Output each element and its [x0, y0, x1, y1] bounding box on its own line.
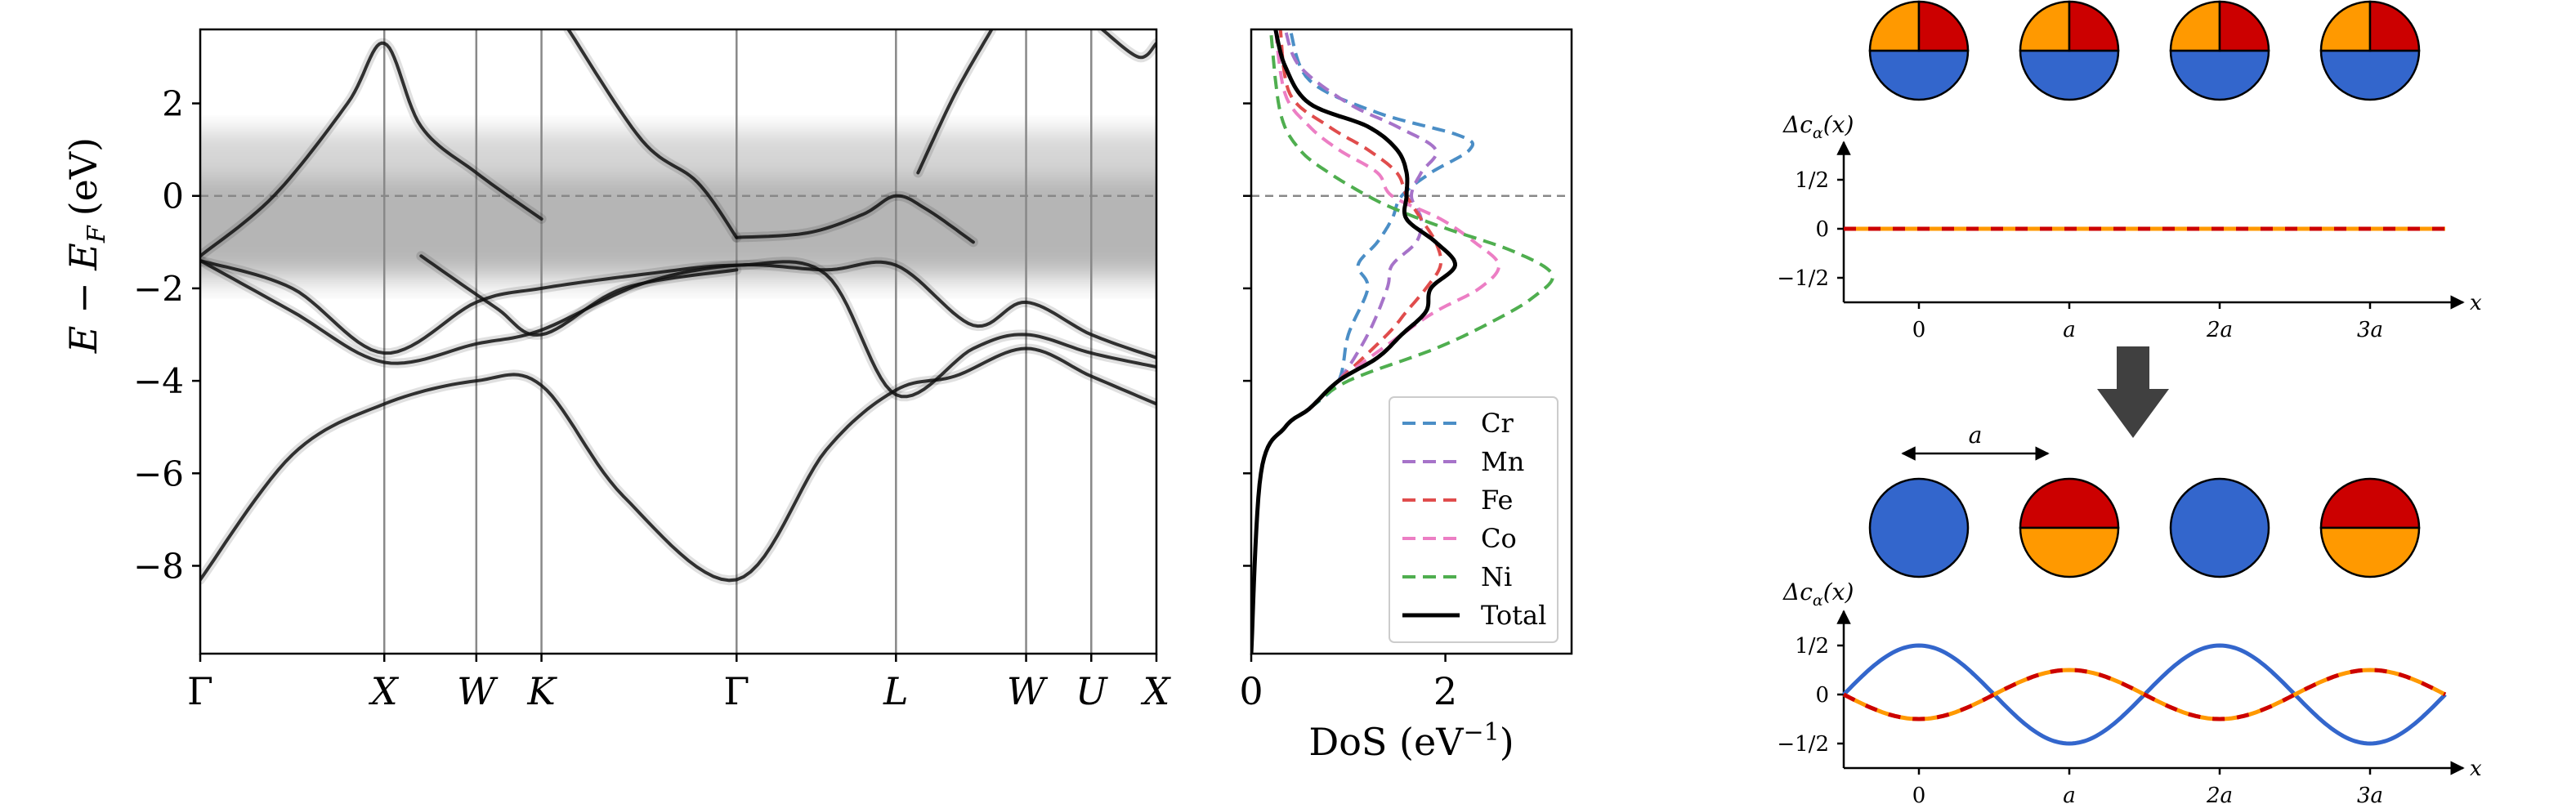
- x-tick-label: 0: [1912, 318, 1926, 342]
- legend-label-fe: Fe: [1481, 485, 1513, 516]
- band-haze: [200, 131, 1156, 284]
- band-4: [200, 41, 543, 258]
- legend-label-cr: Cr: [1481, 408, 1514, 439]
- atom-blue: [1868, 477, 1970, 578]
- band-symmetry-lines: [382, 29, 1093, 654]
- band-5: [735, 194, 975, 244]
- atom-blue: [2169, 477, 2270, 578]
- band-1-glow: [200, 343, 1156, 586]
- bottom-schematic: a x 1/2 0 −1/2 0 a 2a 3a Δcα(x): [1777, 422, 2482, 804]
- band-y-tick-label: 2: [162, 84, 184, 124]
- legend-label-mn: Mn: [1481, 446, 1524, 477]
- atom-slice-orange: [2169, 0, 2221, 52]
- atom-slice-orange: [2019, 0, 2071, 52]
- dos-x-tick-label: 0: [1239, 669, 1263, 713]
- band-x-tick-label: U: [1076, 669, 1109, 713]
- band-y-tick-label: −4: [133, 361, 184, 401]
- lattice-spacing-arrow: a: [1901, 422, 2050, 461]
- atom-slice-red: [2068, 0, 2120, 52]
- legend-label-co: Co: [1481, 523, 1517, 554]
- dos-x-tick-label: 2: [1433, 669, 1457, 713]
- band-x-tick-label: W: [1007, 669, 1049, 713]
- top-concentration-plot: x 1/2 0 −1/2 0 a 2a 3a: [1777, 141, 2482, 342]
- band-x-tick-label: W: [457, 669, 499, 713]
- band-3: [200, 259, 1156, 399]
- top-plot-title: Δcα(x): [1782, 111, 1854, 142]
- band-6: [566, 29, 739, 239]
- atom-slice-orange: [2319, 0, 2372, 52]
- x-tick-label: 2a: [2206, 784, 2233, 804]
- band-8: [1100, 29, 1156, 60]
- lattice-spacing-label: a: [1969, 422, 1983, 449]
- band-lines: [200, 29, 1156, 586]
- atom-slice-blue: [2169, 49, 2270, 101]
- dos-y-ticks: [1243, 102, 1251, 567]
- band-7: [916, 29, 994, 175]
- band-y-tick-label: −8: [133, 546, 184, 586]
- y-tick-label: 1/2: [1795, 634, 1829, 659]
- x-tick-label: a: [2063, 318, 2076, 342]
- x-tick-label: 3a: [2357, 784, 2383, 804]
- x-tick-label: a: [2063, 784, 2076, 804]
- y-tick-label: 0: [1815, 217, 1829, 242]
- bottom-concentration-plot: x 1/2 0 −1/2 0 a 2a 3a: [1777, 610, 2482, 804]
- band-1: [200, 346, 1156, 583]
- band-x-tick-label: K: [526, 669, 557, 713]
- band-x-tick-label: X: [1141, 669, 1172, 713]
- y-tick-label: 1/2: [1795, 168, 1829, 193]
- atom-slice-blue: [2319, 49, 2421, 101]
- dos-x-label: DoS (eV−1): [1308, 718, 1514, 764]
- band-x-tick-label: L: [883, 669, 909, 713]
- atom-slice-red: [2019, 477, 2120, 529]
- band-frame: [199, 28, 1158, 655]
- band-9: [419, 254, 739, 337]
- band-x-tick-label: Γ: [723, 669, 749, 713]
- transition-arrow-icon: [2097, 346, 2169, 438]
- atom-slice-orange: [2019, 526, 2120, 578]
- atom-slice-blue: [2019, 49, 2120, 101]
- y-tick-label: 0: [1815, 683, 1829, 708]
- atom-slice-red: [2218, 0, 2270, 52]
- legend-label-total: Total: [1481, 600, 1546, 631]
- y-tick-label: −1/2: [1777, 266, 1829, 291]
- band-y-tick-label: 0: [162, 176, 184, 217]
- band-y-tick-label: −6: [133, 453, 184, 494]
- atom-slice-blue: [1868, 49, 1970, 101]
- band-y-label: E − EF(eV): [61, 137, 111, 354]
- x-tick-label: 3a: [2357, 318, 2383, 342]
- atom-slice-orange: [1868, 0, 1921, 52]
- dos-frame: [1250, 28, 1573, 655]
- atom-slice-red: [1917, 0, 1970, 52]
- dos-series-total: [1251, 29, 1457, 654]
- band-x-tick-label: X: [369, 669, 400, 713]
- x-axis-label: x: [2470, 757, 2482, 781]
- bottom-atom-circles: [1868, 477, 2421, 578]
- x-tick-label: 2a: [2206, 318, 2233, 342]
- y-tick-label: −1/2: [1777, 732, 1829, 757]
- bottom-plot-title: Δcα(x): [1782, 578, 1854, 610]
- atom-slice-red: [2368, 0, 2421, 52]
- dos-lines: [1251, 29, 1554, 654]
- legend-box: [1389, 396, 1559, 643]
- atom-slice-orange: [2319, 526, 2421, 578]
- haze-core: [200, 177, 1156, 270]
- dos-legend: Cr Mn Fe Co Ni Total: [1389, 396, 1559, 643]
- series-red: [1842, 668, 2447, 721]
- x-tick-label: 0: [1912, 784, 1926, 804]
- x-axis-label: x: [2470, 291, 2482, 315]
- band-y-ticks: 2 0 −2 −4 −6 −8: [133, 84, 200, 586]
- legend-label-ni: Ni: [1481, 561, 1512, 592]
- band-y-tick-label: −2: [133, 269, 184, 309]
- band-x-tick-label: Γ: [187, 669, 213, 713]
- top-atom-circles: [1868, 0, 2421, 101]
- atom-slice-red: [2319, 477, 2421, 529]
- top-schematic: x 1/2 0 −1/2 0 a 2a 3a Δcα(x): [1777, 0, 2482, 342]
